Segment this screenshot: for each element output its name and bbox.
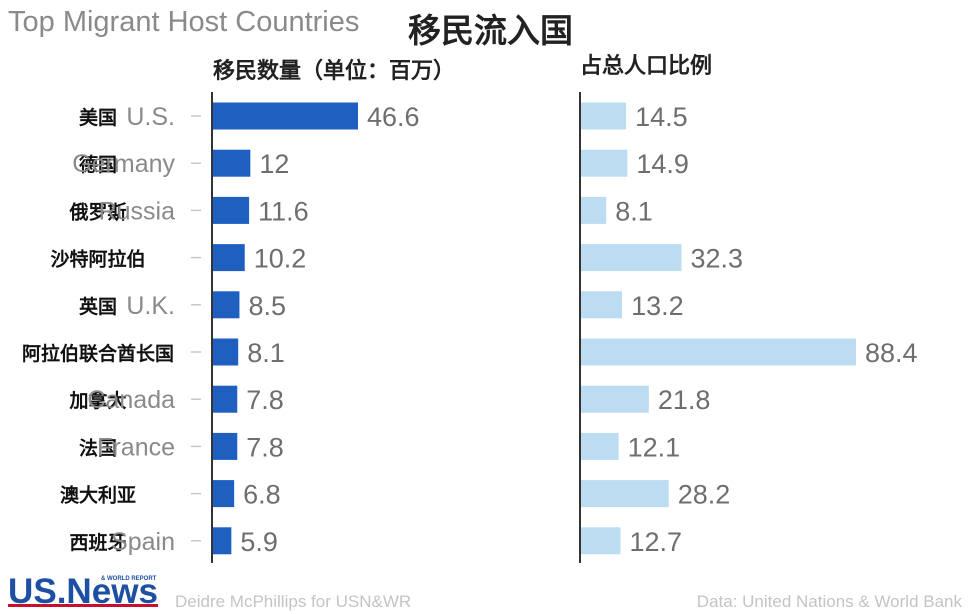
country-label-zh: 德国 bbox=[79, 153, 117, 176]
share-value-label: 88.4 bbox=[865, 338, 918, 368]
country-label-zh: 澳大利亚 bbox=[60, 484, 136, 507]
share-value-label: 12.1 bbox=[628, 432, 681, 462]
country-label-zh: 阿拉伯联合酋长国 bbox=[22, 342, 174, 365]
country-label-zh: 英国 bbox=[79, 295, 117, 318]
migrants-value-label: 7.8 bbox=[246, 385, 284, 415]
migrants-bar bbox=[213, 196, 250, 224]
migrants-value-label: 8.1 bbox=[247, 338, 285, 368]
migrants-value-label: 6.8 bbox=[243, 480, 281, 510]
country-label-en: France bbox=[97, 433, 175, 461]
country-label-en: Germany bbox=[72, 150, 175, 178]
country-label-zh: 加拿大 bbox=[68, 389, 126, 412]
migrants-bar bbox=[213, 291, 240, 319]
share-bar bbox=[581, 480, 669, 508]
share-value-label: 21.8 bbox=[658, 385, 711, 415]
share-bar bbox=[581, 196, 607, 224]
migrants-value-label: 46.6 bbox=[367, 102, 420, 132]
country-label-zh: 沙特阿拉伯 bbox=[50, 248, 145, 271]
svg-text:& WORLD REPORT: & WORLD REPORT bbox=[101, 576, 157, 582]
migrants-bar bbox=[213, 432, 238, 460]
migrants-bar bbox=[213, 480, 235, 508]
country-label-en: Russia bbox=[99, 197, 176, 225]
share-value-label: 28.2 bbox=[678, 480, 731, 510]
migrants-panel-title: 移民数量（单位：百万） bbox=[213, 59, 456, 84]
country-label-en: Spain bbox=[111, 528, 175, 556]
country-label-en: U.K. bbox=[126, 292, 175, 320]
migrants-bar bbox=[213, 527, 232, 555]
migrants-value-label: 8.5 bbox=[248, 291, 286, 321]
share-bar bbox=[581, 102, 627, 130]
share-value-label: 13.2 bbox=[631, 291, 684, 321]
share-bar bbox=[581, 432, 619, 460]
migrants-value-label: 12 bbox=[259, 149, 289, 179]
migrants-value-label: 7.8 bbox=[246, 432, 284, 462]
country-label-en: U.S. bbox=[126, 103, 175, 131]
country-label-zh: 俄罗斯 bbox=[68, 200, 126, 223]
country-label-zh: 西班牙 bbox=[69, 531, 126, 554]
migrants-bar bbox=[213, 338, 239, 366]
share-bar bbox=[581, 338, 856, 366]
chart-title-zh: 移民流入国 bbox=[408, 11, 573, 50]
migrants-value-label: 5.9 bbox=[240, 527, 278, 557]
share-value-label: 14.5 bbox=[635, 102, 688, 132]
share-value-label: 8.1 bbox=[615, 196, 653, 226]
country-label-en: Canada bbox=[87, 386, 175, 414]
share-bar bbox=[581, 291, 623, 319]
share-value-label: 14.9 bbox=[636, 149, 689, 179]
share-bar bbox=[581, 149, 628, 177]
country-label-zh: 法国 bbox=[79, 436, 117, 459]
share-bar bbox=[581, 527, 621, 555]
share-panel-title: 占总人口比例 bbox=[580, 54, 713, 79]
country-label-zh: 美国 bbox=[79, 106, 117, 129]
migrants-value-label: 11.6 bbox=[258, 196, 309, 226]
share-value-label: 12.7 bbox=[630, 527, 683, 557]
migrants-bar bbox=[213, 244, 245, 272]
migrants-bar bbox=[213, 385, 238, 413]
migrants-bar bbox=[213, 102, 358, 130]
migrants-value-label: 10.2 bbox=[254, 244, 307, 274]
share-bar bbox=[581, 244, 682, 272]
share-value-label: 32.3 bbox=[690, 244, 743, 274]
data-source: Data: United Nations & World Bank bbox=[696, 592, 962, 611]
chart-title-en: Top Migrant Host Countries bbox=[8, 6, 360, 38]
migrants-bar bbox=[213, 149, 251, 177]
usnews-logo: US.News & WORLD REPORT bbox=[8, 572, 158, 608]
author-credit: Deidre McPhillips for USN&WR bbox=[175, 592, 412, 611]
share-bar bbox=[581, 385, 649, 413]
